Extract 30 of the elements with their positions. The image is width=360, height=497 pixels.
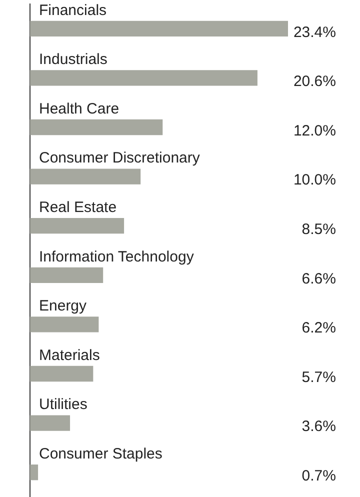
- bar: [30, 366, 94, 382]
- data-label: 0.7%: [302, 467, 336, 484]
- y-tick-label: Information Technology: [39, 248, 194, 266]
- y-tick-label: Consumer Discretionary: [39, 150, 200, 167]
- bar: [30, 267, 104, 283]
- y-tick-label: Materials: [39, 346, 100, 364]
- y-tick-label: Financials: [39, 2, 107, 19]
- data-label: 20.6%: [293, 73, 336, 90]
- data-label: 5.7%: [302, 368, 336, 386]
- y-tick-label: Industrials: [39, 51, 108, 68]
- bar: [30, 464, 38, 480]
- y-tick-label: Health Care: [39, 100, 120, 118]
- bar: [30, 119, 163, 136]
- y-tick-label: Consumer Staples: [39, 445, 162, 462]
- bar: [30, 218, 124, 234]
- data-label: 10.0%: [293, 172, 336, 189]
- bar: [30, 316, 99, 332]
- bar: [30, 415, 70, 431]
- data-label: 8.5%: [302, 220, 336, 238]
- data-label: 23.4%: [293, 24, 336, 41]
- data-label: 6.6%: [302, 270, 336, 288]
- y-tick-label: Utilities: [39, 396, 88, 414]
- data-label: 3.6%: [302, 418, 336, 436]
- data-label: 12.0%: [293, 122, 336, 140]
- bar: [30, 20, 288, 36]
- y-tick-label: Energy: [39, 298, 88, 315]
- data-label: 6.2%: [302, 320, 336, 337]
- y-tick-label: Real Estate: [39, 198, 117, 216]
- bar: [30, 168, 141, 184]
- bar: [30, 70, 258, 86]
